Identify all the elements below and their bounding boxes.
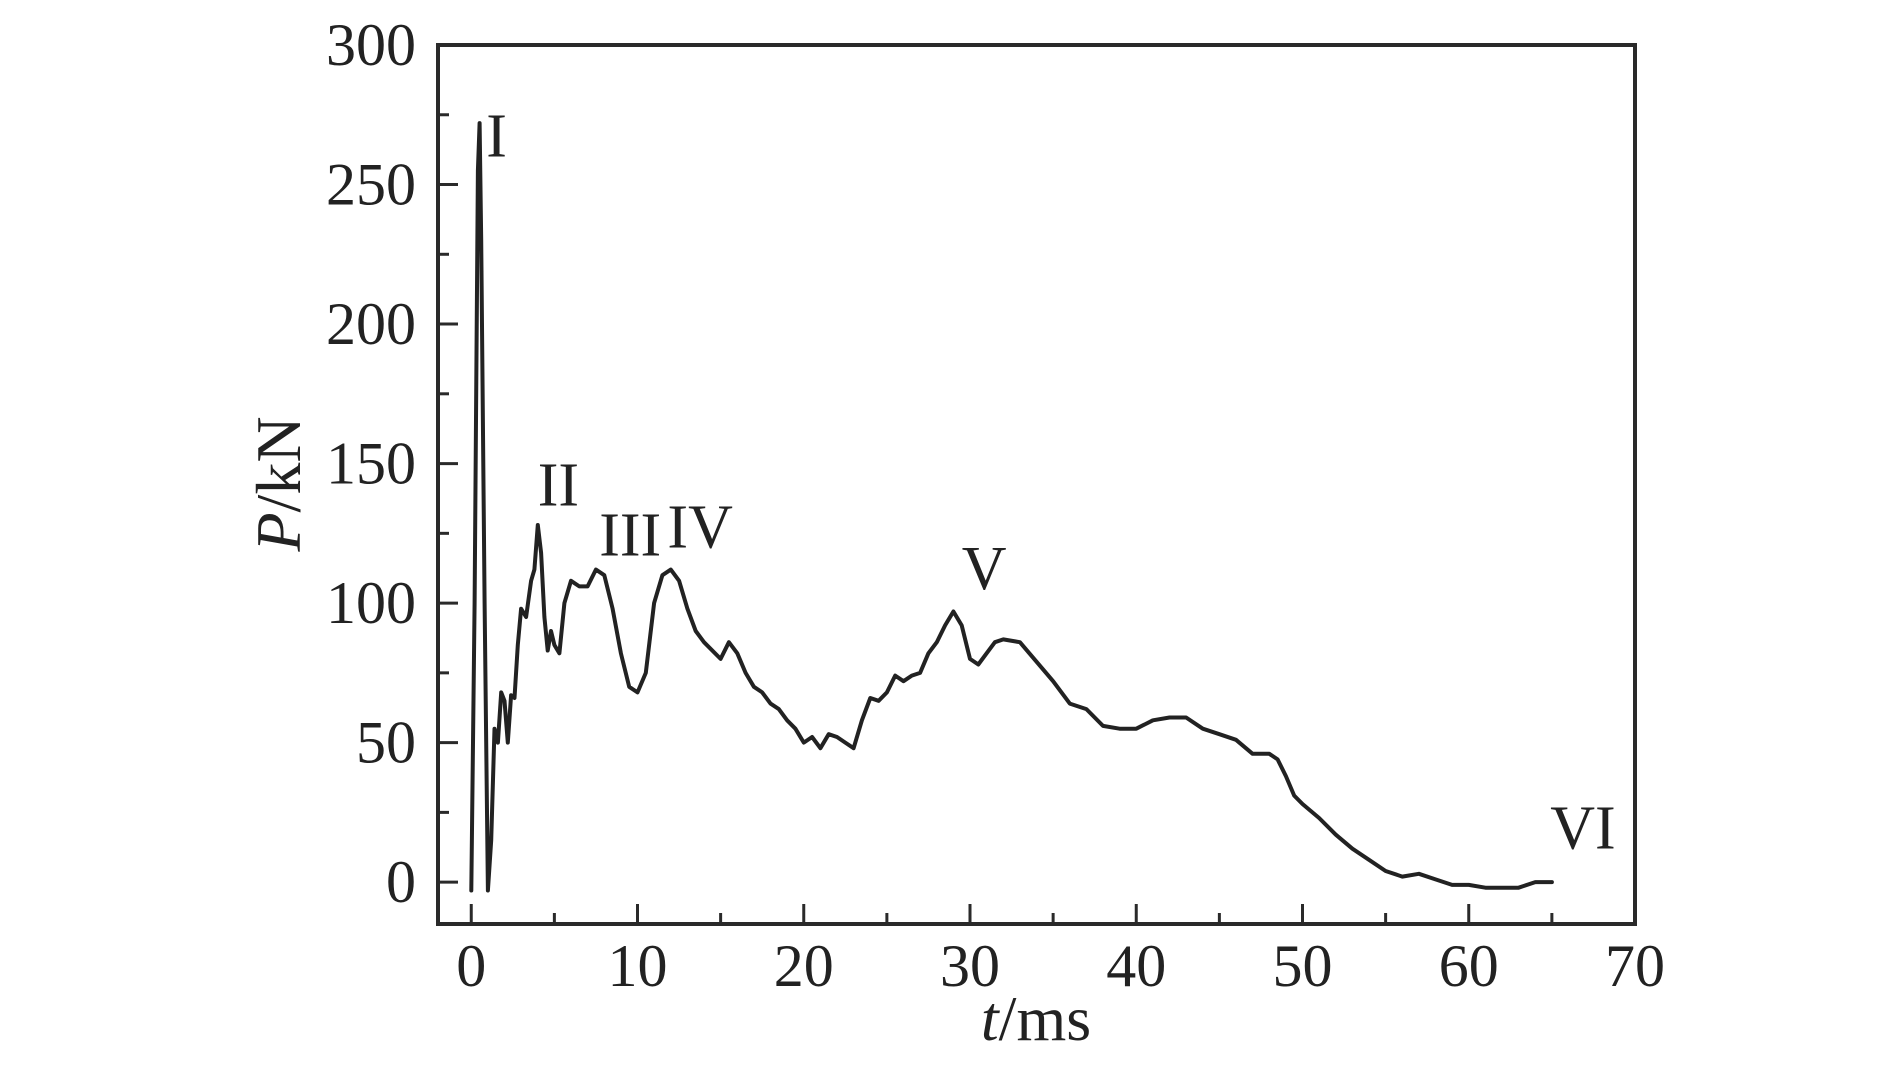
tick-labels: 0 10 20 30 40 50 60 70 0 50 100 150 200 250 300: [326, 12, 1665, 999]
plot-frame: [436, 43, 1637, 926]
x-axis-variable: t: [981, 983, 1001, 1054]
x-tick-label: 70: [1605, 933, 1665, 999]
x-tick-label: 50: [1273, 933, 1333, 999]
x-axis-unit: /ms: [999, 983, 1091, 1054]
y-tick-label: 300: [326, 12, 416, 78]
x-axis-title: t/ms: [981, 983, 1091, 1054]
peak-label: VI: [1550, 795, 1615, 863]
x-tick-label: 30: [940, 933, 1000, 999]
y-axis-variable: P: [243, 512, 314, 552]
y-tick-label: 150: [326, 431, 416, 497]
peak-label: I: [486, 103, 507, 171]
y-tick-label: 200: [326, 291, 416, 357]
peak-label: III: [599, 502, 661, 570]
y-tick-label: 100: [326, 570, 416, 636]
x-tick-label: 40: [1106, 933, 1166, 999]
y-axis-unit: /kN: [243, 416, 314, 512]
x-tick-label: 60: [1439, 933, 1499, 999]
y-tick-label: 50: [356, 710, 416, 776]
x-tick-label: 0: [456, 933, 486, 999]
x-tick-label: 20: [774, 933, 834, 999]
peak-label: V: [962, 535, 1007, 603]
y-axis-title: P/kN: [243, 416, 314, 552]
axis-ticks: [438, 43, 1637, 924]
peak-label: IV: [667, 493, 733, 561]
y-tick-label: 250: [326, 152, 416, 218]
series-line: [469, 121, 1554, 893]
y-tick-label: 0: [386, 849, 416, 915]
peak-label: II: [538, 451, 579, 519]
x-tick-label: 10: [608, 933, 668, 999]
